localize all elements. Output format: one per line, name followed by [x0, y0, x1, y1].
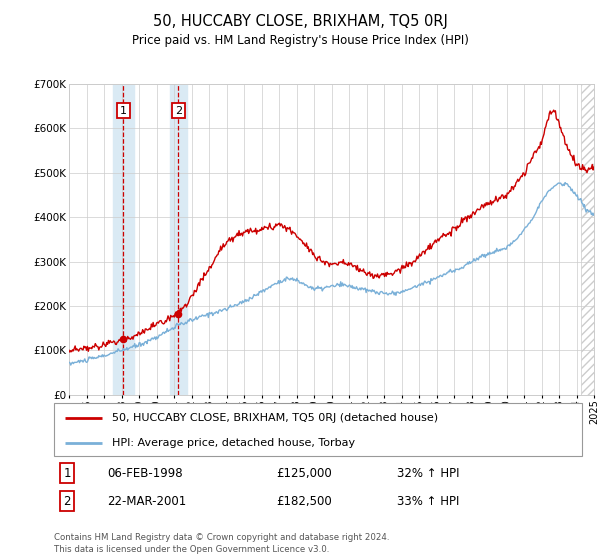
Text: 22-MAR-2001: 22-MAR-2001	[107, 494, 186, 508]
Text: 50, HUCCABY CLOSE, BRIXHAM, TQ5 0RJ: 50, HUCCABY CLOSE, BRIXHAM, TQ5 0RJ	[152, 14, 448, 29]
Text: 2: 2	[175, 106, 182, 115]
Text: 06-FEB-1998: 06-FEB-1998	[107, 466, 182, 480]
Text: 2: 2	[64, 494, 71, 508]
Text: £182,500: £182,500	[276, 494, 332, 508]
Text: Contains HM Land Registry data © Crown copyright and database right 2024.
This d: Contains HM Land Registry data © Crown c…	[54, 533, 389, 554]
Bar	[581, 84, 594, 395]
Text: HPI: Average price, detached house, Torbay: HPI: Average price, detached house, Torb…	[112, 438, 355, 448]
Bar	[170, 84, 187, 395]
Text: 1: 1	[120, 106, 127, 115]
Text: 1: 1	[64, 466, 71, 480]
Bar	[113, 84, 134, 395]
Text: 50, HUCCABY CLOSE, BRIXHAM, TQ5 0RJ (detached house): 50, HUCCABY CLOSE, BRIXHAM, TQ5 0RJ (det…	[112, 413, 438, 423]
Text: £125,000: £125,000	[276, 466, 332, 480]
Text: 32% ↑ HPI: 32% ↑ HPI	[397, 466, 460, 480]
Text: 33% ↑ HPI: 33% ↑ HPI	[397, 494, 460, 508]
Text: Price paid vs. HM Land Registry's House Price Index (HPI): Price paid vs. HM Land Registry's House …	[131, 34, 469, 46]
FancyBboxPatch shape	[54, 403, 582, 456]
